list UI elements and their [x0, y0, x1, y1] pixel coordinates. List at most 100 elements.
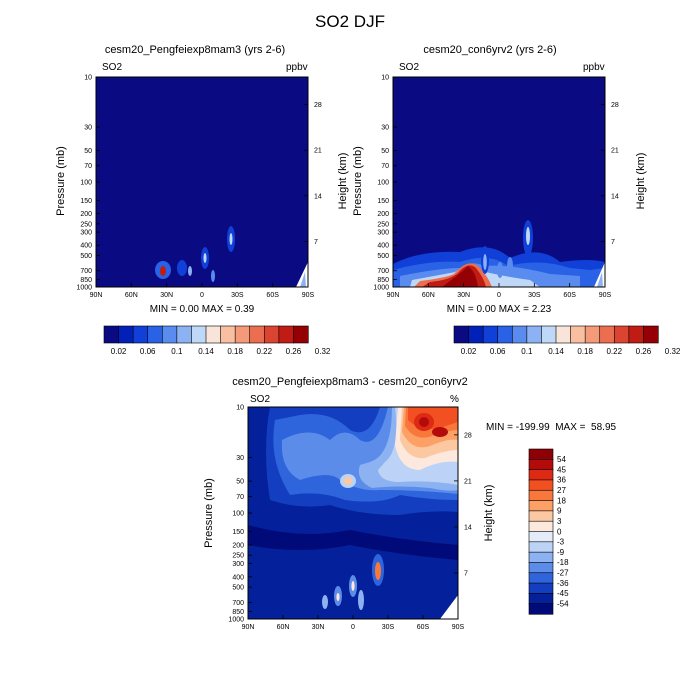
panel2-ytick-label: 10	[381, 75, 389, 82]
panel1-chart: Pressure (mb) Height (km) 90N 60N 30N 0 30S 6…	[55, 75, 349, 300]
panel3-colorbar-label: -3	[557, 538, 565, 547]
panel3-colorbar-box	[528, 510, 554, 522]
panel3-title: cesm20_Pengfeiexp8mam3 - cesm20_con6yrv2	[232, 376, 468, 388]
panel1-stats: MIN = 0.00 MAX = 0.39	[149, 304, 255, 315]
panel2-ytick-label: 100	[377, 180, 389, 187]
panel3-ylabel: Pressure (mb)	[203, 478, 215, 548]
panel1-ytick-label: 150	[80, 198, 92, 205]
panel3-ytick-label: 850	[232, 609, 244, 616]
panel2-ytick-label: 1000	[373, 285, 389, 292]
panel2-ytick-label: 70	[381, 163, 389, 170]
panel3-xtick-label: 30N	[312, 624, 325, 631]
panel2-ytick-label: 250	[377, 221, 389, 228]
panel2-colorbar: 0.02 0.06 0.1 0.14 0.18 0.22 0.26 0.32	[453, 325, 681, 356]
panel3-ytick-label: 150	[232, 529, 244, 536]
panel3-units: %	[450, 394, 459, 405]
panel1-xtick-label: 30N	[160, 292, 173, 299]
panel1-colorbar-box	[293, 325, 309, 344]
panel3-stats: MIN = -199.99 MAX = 58.95	[486, 422, 617, 433]
panel3-ylabel-right: Height (km)	[483, 485, 495, 542]
panel1-colorbar: 0.02 0.06 0.1 0.14 0.18 0.22 0.26 0.32	[103, 325, 331, 356]
panel3-colorbar-label: -27	[557, 569, 569, 578]
panel1-colorbar-label: 0.1	[171, 347, 183, 356]
panel3-colorbar-label: -45	[557, 589, 569, 598]
panel3-xtick-label: 90S	[452, 624, 465, 631]
panel3-colorbar-box	[528, 448, 554, 460]
panel1-ytick-label: 200	[80, 211, 92, 218]
panel3-axes: 90N 60N 30N 0 30S 60S 90S 10 30 50 70 100 150 200 2503…	[228, 405, 471, 632]
panel2-ytick-label: 50	[381, 148, 389, 155]
panel2-colorbar-label: 0.32	[665, 347, 681, 356]
panel2-ytick-right-label: 7	[611, 239, 615, 246]
panel1-ytick-label: 30	[84, 125, 92, 132]
panel1-ytick-right-label: 28	[314, 102, 322, 109]
panel2-ytick-label: 300	[377, 230, 389, 237]
panel1-colorbar-label: 0.26	[286, 347, 302, 356]
panel2-ytick-label: 850	[377, 277, 389, 284]
panel1-ytick-label: 50	[84, 148, 92, 155]
panel1-ytick-right-label: 21	[314, 148, 322, 155]
panel2-ytick-label: 200	[377, 211, 389, 218]
panel1-colorbar-label: 0.22	[256, 347, 272, 356]
panel1-ytick-label: 400	[80, 243, 92, 250]
panel1-features	[155, 226, 308, 287]
panel1-ytick-label: 10	[84, 75, 92, 82]
panel3-colorbar-box	[528, 520, 554, 533]
panel1-ytick-label: 250	[80, 221, 92, 228]
panel3-colorbar-label: -54	[557, 599, 569, 608]
panel2-stats: MIN = 0.00 MAX = 2.23	[446, 304, 552, 315]
panel3-ytick-right-label: 7	[464, 570, 468, 577]
panel2-ytick-label: 500	[377, 253, 389, 260]
panel2-variable: SO2	[399, 62, 420, 73]
panel2-ylabel: Pressure (mb)	[352, 146, 364, 216]
panel2-colorbar-label: 0.06	[490, 347, 506, 356]
panel3-colorbar-box	[528, 593, 554, 605]
panel1-ytick-label: 500	[80, 253, 92, 260]
panel3-xtick-label: 0	[351, 624, 355, 631]
panel2-colorbar-label: 0.14	[548, 347, 564, 356]
panel1-ytick-right-label: 14	[314, 193, 322, 200]
panel3-ytick-right-label: 14	[464, 524, 472, 531]
panel3-ytick-label: 300	[232, 561, 244, 568]
panel1-ytick-label: 300	[80, 230, 92, 237]
panel2-ytick-label: 150	[377, 198, 389, 205]
panel3-ytick-right-label: 28	[464, 432, 472, 439]
panel2-ytick-right-label: 28	[611, 102, 619, 109]
panel3-colorbar-box	[528, 469, 554, 481]
panel3-colorbar-box	[528, 459, 554, 471]
panel1-ytick-label: 1000	[76, 285, 92, 292]
panel3-ytick-label: 30	[236, 455, 244, 462]
panel3-ytick-label: 1000	[228, 617, 244, 624]
panel1-colorbar-label: 0.06	[140, 347, 156, 356]
panel3-ytick-label: 250	[232, 553, 244, 560]
panel1-ytick-label: 70	[84, 163, 92, 170]
panel3-colorbar-label: 0	[557, 527, 562, 536]
panel3-colorbar-label: 18	[557, 496, 566, 505]
panel3-colorbar-box	[528, 562, 554, 574]
panel1-xtick-label: 60S	[266, 292, 279, 299]
panel3-colorbar-label: 3	[557, 517, 562, 526]
panel1-colorbar-label: 0.32	[315, 347, 331, 356]
panel3-ytick-label: 100	[232, 511, 244, 518]
panel2-colorbar-label: 0.26	[636, 347, 652, 356]
panel3-ytick-label: 500	[232, 585, 244, 592]
panel3-features	[248, 407, 458, 619]
panel3-ytick-label: 70	[236, 494, 244, 501]
panel3-ytick-label: 50	[236, 479, 244, 486]
panel3-ytick-label: 200	[232, 542, 244, 549]
panel2-ytick-right-label: 14	[611, 193, 619, 200]
panel2-xtick-label: 90N	[387, 292, 400, 299]
panel1-xtick-label: 90S	[302, 292, 315, 299]
panel3-colorbar-label: 9	[557, 507, 562, 516]
panel3-colorbar-label: 45	[557, 465, 566, 474]
panel1-ytick-label: 700	[80, 268, 92, 275]
panel2-units: ppbv	[583, 62, 605, 73]
panel1-colorbar-label: 0.14	[198, 347, 214, 356]
panel3-colorbar-box	[528, 500, 554, 512]
panel2-ytick-right-label: 21	[611, 148, 619, 155]
panel2-xtick-label: 60S	[563, 292, 576, 299]
panel1-ytick-label: 850	[80, 277, 92, 284]
panel2-features	[393, 220, 605, 287]
